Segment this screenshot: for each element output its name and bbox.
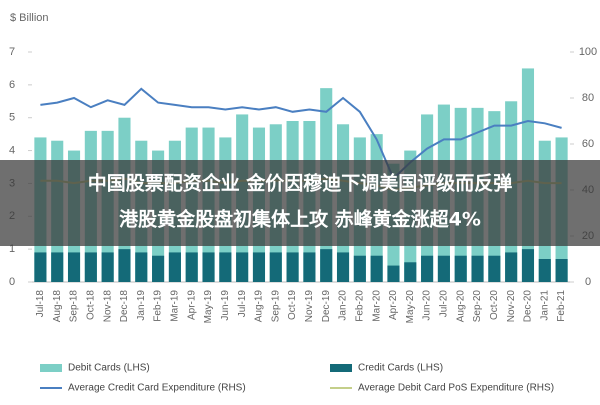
x-tick-label: May-19 (203, 290, 214, 324)
bar (286, 252, 299, 282)
bar (505, 252, 518, 282)
x-tick-label: Sep-18 (69, 290, 80, 323)
x-tick-label: Oct-18 (85, 290, 96, 320)
bar (437, 255, 450, 282)
y-tick-label: 4 (9, 144, 15, 156)
bar (236, 252, 249, 282)
x-tick-label: Aug-20 (455, 290, 466, 323)
x-tick-label: Jun-20 (422, 290, 433, 321)
bar (336, 252, 350, 282)
bar (252, 252, 266, 282)
x-tick-label: Sep-19 (270, 290, 281, 323)
bar (404, 262, 417, 282)
y2-tick-label: 100 (579, 46, 597, 58)
x-tick-label: Feb-21 (556, 290, 567, 322)
bar (471, 255, 484, 282)
banner-text: 港股黄金股盘初集体上攻 赤峰黄金涨超4% (119, 208, 481, 231)
line (40, 87, 562, 181)
x-tick-label: Apr-19 (186, 290, 197, 320)
y-tick-label: 7 (9, 46, 15, 58)
bar (67, 252, 81, 282)
x-tick-label: Dec-19 (321, 290, 332, 323)
x-tick-label: Nov-20 (506, 290, 517, 323)
x-tick-label: Jan-21 (539, 290, 550, 321)
x-tick-label: Feb-20 (354, 290, 365, 322)
y-tick-label: 5 (9, 112, 15, 124)
bar (219, 252, 232, 282)
bar (269, 252, 282, 282)
x-tick-label: May-20 (405, 290, 416, 324)
legend-label: Average Debit Card PoS Expenditure (RHS) (358, 383, 554, 394)
bar (168, 252, 181, 282)
bar (421, 255, 434, 282)
bar (538, 259, 551, 282)
x-tick-label: Dec-18 (119, 290, 130, 323)
x-tick-label: Dec-20 (523, 290, 534, 323)
bar (135, 252, 148, 282)
y2-tick-label: 0 (585, 276, 591, 288)
x-tick-label: Oct-20 (489, 290, 500, 320)
legend: Debit Cards (LHS) Credit Cards (LHS) Avera… (40, 363, 554, 394)
bar (202, 252, 215, 282)
bar (101, 252, 114, 282)
x-tick-label: Nov-18 (102, 290, 113, 323)
bar (555, 259, 568, 282)
x-tick-label: Jan-20 (338, 290, 349, 321)
bar (320, 249, 333, 282)
y2-tick-label: 60 (582, 138, 594, 150)
x-tick-label: Jul-18 (35, 290, 46, 318)
bar (152, 255, 165, 282)
bar (185, 252, 198, 282)
banner-text: 中国股票配资企业 金价因穆迪下调美国评级而反弹 (88, 172, 513, 195)
bar (353, 255, 366, 282)
bar (488, 255, 501, 282)
bar (51, 252, 64, 282)
x-tick-label: Aug-18 (52, 290, 63, 323)
legend-label: Average Credit Card Expenditure (RHS) (68, 383, 246, 394)
bar (34, 252, 47, 282)
legend-swatch (330, 364, 352, 372)
x-tick-label: Oct-19 (287, 290, 298, 320)
x-tick-label: Jun-19 (220, 290, 231, 321)
banner-background (0, 160, 600, 246)
x-tick-label: Mar-19 (170, 290, 181, 322)
bar (370, 255, 383, 282)
x-tick-label: Mar-20 (371, 290, 382, 322)
x-tick-label: Sep-20 (472, 290, 483, 323)
bar (387, 265, 400, 282)
legend-label: Debit Cards (LHS) (68, 363, 150, 374)
x-tick-label: Apr-20 (388, 290, 399, 320)
bar (118, 249, 131, 282)
x-tick-label: Jul-19 (237, 290, 248, 318)
y2-tick-label: 80 (582, 92, 594, 104)
bar (303, 252, 316, 282)
x-tick-label: Aug-19 (254, 290, 265, 323)
bar (521, 249, 535, 282)
y-tick-label: 1 (9, 243, 15, 255)
x-tick-label: Jan-19 (136, 290, 147, 321)
y-axis-title: $ Billion (10, 12, 49, 24)
x-tick-label: Nov-19 (304, 290, 315, 323)
y-tick-label: 6 (9, 79, 15, 91)
y-tick-label: 0 (9, 276, 15, 288)
x-tick-label: Feb-19 (153, 290, 164, 322)
x-tick-label: Jul-20 (439, 290, 450, 318)
legend-label: Credit Cards (LHS) (358, 363, 443, 374)
legend-swatch (40, 364, 62, 372)
bar (454, 255, 467, 282)
bar (84, 252, 97, 282)
